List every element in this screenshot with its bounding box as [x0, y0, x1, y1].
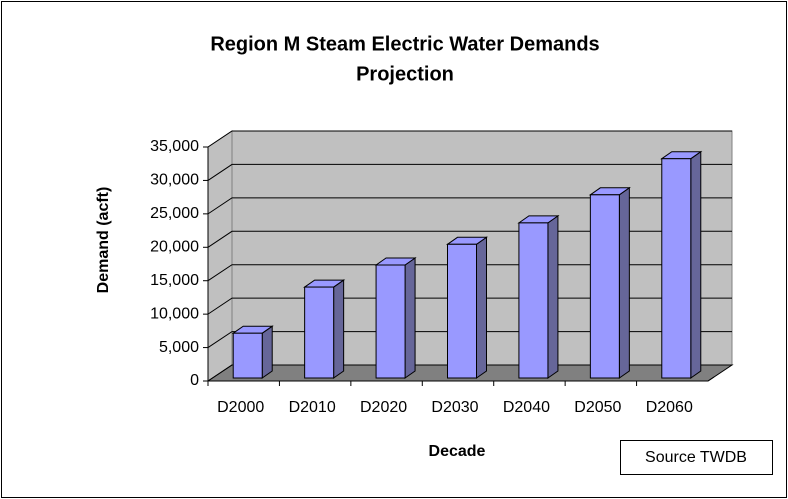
y-tick-label: 20,000	[150, 239, 199, 256]
y-tick-label: 0	[190, 372, 199, 389]
grid-line	[207, 163, 732, 181]
bar	[374, 257, 417, 379]
bar-side	[404, 257, 416, 379]
plot-area: 0 5,000 10,000 15,000 20,000 25,000 30,000 35,0…	[150, 130, 734, 416]
grid-line	[207, 130, 732, 148]
grid-line	[207, 197, 732, 215]
bar-front	[447, 243, 477, 379]
grid-line	[207, 331, 732, 348]
chart-title: Projection	[356, 63, 454, 85]
y-tick-label: 10,000	[150, 305, 199, 322]
x-axis-end	[707, 376, 715, 382]
x-tick-label: D2000	[217, 399, 264, 416]
bar-front	[589, 194, 620, 379]
bar	[660, 150, 703, 379]
x-tick-label: D2020	[360, 399, 407, 416]
x-tick-label: D2010	[289, 399, 336, 416]
y-tick-label: 25,000	[150, 205, 199, 222]
source-box	[620, 440, 773, 475]
bar-front	[375, 264, 406, 379]
chart-title: Region M Steam Electric Water Demands	[210, 33, 599, 55]
bar	[517, 214, 560, 379]
bar-side	[476, 236, 487, 379]
y-tick-label: 30,000	[150, 172, 199, 189]
source-note: Source TWDB	[645, 449, 747, 466]
y-tick-label: 15,000	[150, 272, 199, 289]
side-wall	[207, 130, 233, 382]
bar-side	[547, 214, 559, 379]
y-tick-label: 35,000	[150, 138, 199, 155]
grid-line	[207, 364, 732, 382]
bar	[303, 279, 346, 379]
bar	[445, 236, 489, 379]
bar	[588, 186, 631, 379]
bar-front	[661, 158, 692, 379]
bar-front	[304, 286, 335, 379]
x-tick-label: D2050	[574, 399, 621, 416]
bar-side	[261, 325, 273, 379]
bar-front	[518, 222, 549, 379]
y-axis-title: Demand (acft)	[95, 187, 112, 294]
bar-side	[690, 150, 702, 379]
y-tick-label: 5,000	[159, 339, 199, 356]
bar-front	[232, 332, 263, 379]
grid-line	[207, 297, 732, 315]
bar	[231, 325, 274, 379]
bar-side	[333, 279, 345, 379]
grid-line	[207, 230, 732, 248]
grid-line	[207, 264, 732, 282]
x-tick-label: D2060	[646, 399, 693, 416]
x-tick-label: D2040	[503, 399, 550, 416]
x-axis-title: Decade	[429, 443, 486, 460]
x-tick-label: D2030	[431, 399, 478, 416]
bar-side	[618, 186, 630, 379]
